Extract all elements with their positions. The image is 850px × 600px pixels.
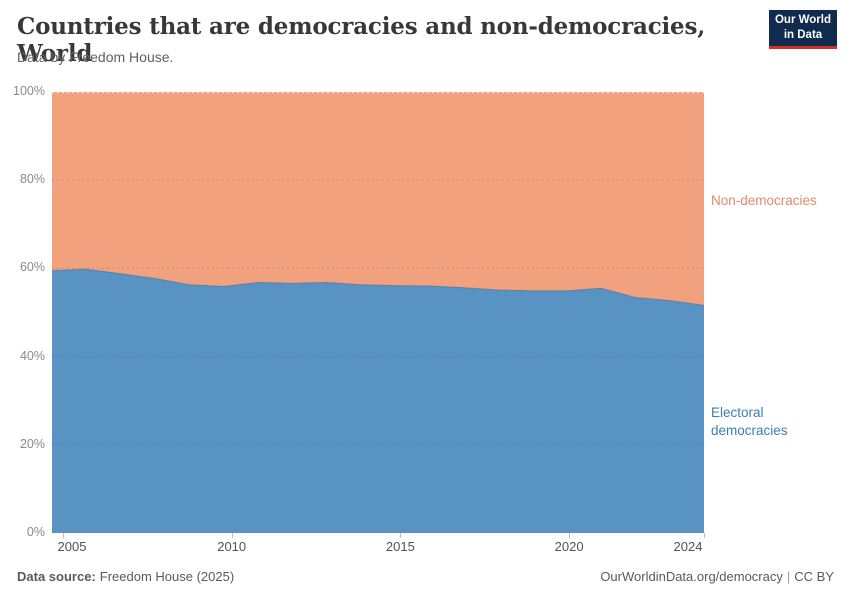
x-tick-2020	[569, 533, 571, 538]
y-tick-label-100: 100%	[13, 84, 45, 98]
stacked-area-chart[interactable]	[52, 92, 704, 533]
series-label-non-democracies[interactable]: Non-democracies	[711, 193, 817, 208]
series-boundary-line	[52, 268, 704, 306]
y-tick-label-20: 20%	[19, 436, 45, 451]
x-tick-2024	[704, 533, 705, 538]
area-electoral-democracies[interactable]	[52, 269, 704, 533]
data-source: Data source: Freedom House (2025)	[17, 569, 234, 584]
owid-url-link[interactable]: OurWorldinData.org/democracy	[600, 569, 783, 584]
x-tick-2015	[400, 533, 402, 538]
data-source-value: Freedom House (2025)	[99, 569, 235, 584]
y-tick-label-80: 80%	[19, 172, 45, 187]
x-tick-label-2024: 2024	[673, 539, 703, 554]
area-non-democracies[interactable]	[52, 92, 704, 306]
x-tick-label-2010: 2010	[217, 539, 247, 554]
x-tick-label-2005: 2005	[57, 539, 87, 554]
x-tick-2010	[231, 533, 233, 538]
owid-logo-line2: in Data	[783, 29, 823, 41]
series-label-electoral-democracies[interactable]: Electoral democracies	[711, 405, 788, 438]
y-tick-label-0: 0%	[26, 525, 45, 539]
footer-separator: |	[786, 569, 791, 584]
chart-subtitle: Data by Freedom House.	[17, 49, 174, 65]
owid-logo-line1: Our World	[774, 14, 831, 27]
x-axis: 2005 2010 2015 2020 2024	[52, 539, 704, 555]
data-source-label: Data source:	[17, 569, 96, 584]
footer-links: OurWorldinData.org/democracy | CC BY	[600, 569, 834, 584]
x-tick-label-2015: 2015	[385, 539, 415, 554]
x-tick-label-2020: 2020	[554, 539, 584, 554]
owid-logo[interactable]: Our World in Data	[769, 10, 837, 49]
chart-title: Countries that are democracies and non-d…	[17, 13, 706, 67]
plot-area[interactable]	[52, 92, 705, 538]
x-tick-2005	[63, 533, 64, 538]
license-link[interactable]: CC BY	[794, 569, 834, 584]
y-tick-label-40: 40%	[19, 348, 45, 363]
y-axis: 0% 20% 40% 60% 80% 100%	[0, 84, 45, 539]
y-tick-label-60: 60%	[19, 260, 45, 275]
